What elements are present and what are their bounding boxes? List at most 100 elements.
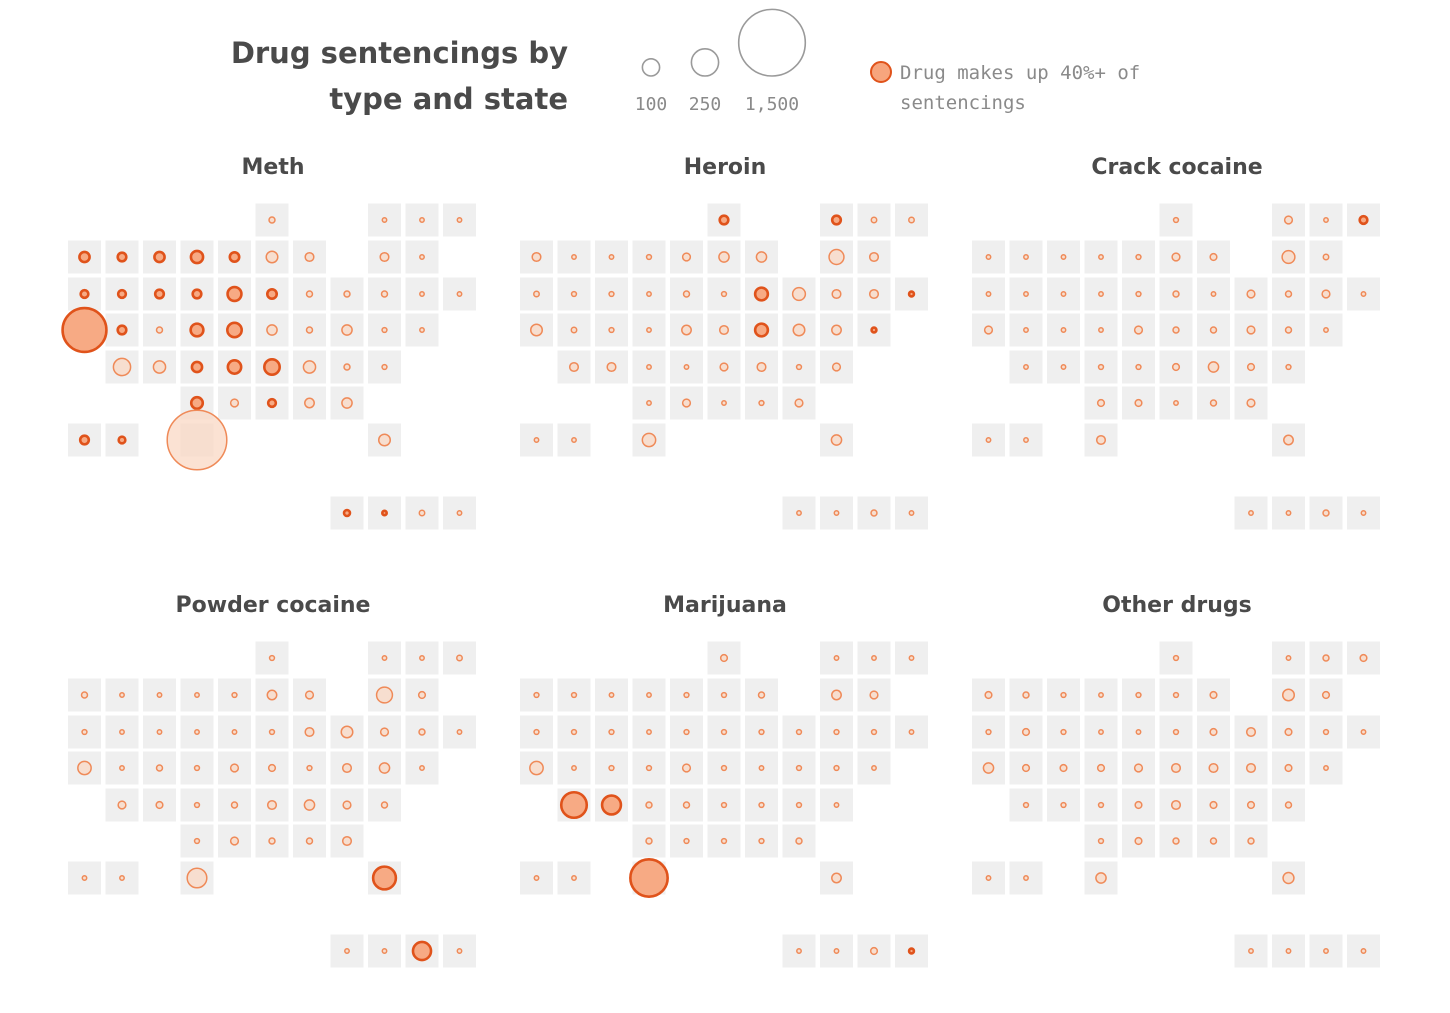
state-bubble [341, 324, 353, 336]
state-bubble [77, 760, 92, 776]
state-bubble [1284, 290, 1293, 298]
state-bubble [1323, 327, 1329, 333]
state-bubble [1135, 691, 1142, 699]
state-bubble [683, 837, 690, 845]
state-bubble [571, 765, 577, 771]
state-bubble [1359, 653, 1368, 663]
state-bubble [266, 324, 278, 336]
state-bubble [302, 360, 317, 374]
panel-powder-cocaine: Powder cocaine [68, 593, 488, 1013]
state-bubble [1246, 289, 1256, 299]
state-bubble [418, 728, 426, 736]
state-bubble [681, 324, 692, 336]
state-bubble [1246, 398, 1256, 408]
state-bubble [78, 250, 91, 264]
panel-crack-cocaine: Crack cocaine [972, 155, 1392, 575]
state-bubble [720, 801, 728, 809]
state-bubble [568, 361, 580, 373]
bubble-layer [982, 653, 1368, 954]
state-bubble [263, 358, 281, 376]
state-bubble [756, 361, 767, 373]
state-bubble [1134, 800, 1143, 810]
panel-grid [68, 641, 476, 968]
state-bubble [1022, 691, 1030, 699]
state-bubble [1245, 726, 1257, 738]
state-bubble [868, 251, 880, 263]
state-bubble [683, 364, 690, 370]
state-bubble [304, 690, 315, 700]
state-bubble [1023, 437, 1029, 443]
state-bubble [1021, 763, 1031, 773]
state-bubble [1097, 363, 1105, 371]
state-bubble [1172, 216, 1180, 224]
state-bubble [795, 363, 803, 371]
state-bubble [570, 326, 578, 334]
state-bubble [342, 508, 352, 518]
state-bubble [908, 655, 915, 661]
state-bubble [907, 290, 916, 298]
state-bubble [795, 801, 803, 809]
panel-title: Powder cocaine [175, 593, 371, 618]
state-bubble [1023, 875, 1029, 881]
state-bubble [833, 728, 840, 736]
panel-title: Marijuana [663, 593, 787, 618]
state-bubble [608, 326, 615, 334]
state-bubble [1171, 252, 1181, 262]
state-bubble [1285, 948, 1292, 954]
state-bubble [229, 398, 240, 408]
state-bubble [608, 764, 615, 772]
state-bubble [380, 290, 389, 298]
state-bubble [1209, 399, 1218, 407]
state-bubble [417, 690, 427, 700]
state-bubble [1023, 364, 1029, 370]
state-bubble [758, 399, 765, 407]
state-bubble [1097, 801, 1105, 809]
state-bubble [419, 217, 425, 223]
state-bubble [306, 764, 313, 772]
state-bubble [194, 692, 200, 698]
state-bubble [305, 837, 314, 845]
state-bubble [792, 323, 806, 337]
state-bubble [755, 251, 768, 263]
state-bubble [908, 510, 915, 516]
state-bubble [341, 835, 353, 847]
state-bubble [1284, 326, 1293, 334]
state-bubble [189, 395, 205, 411]
state-bubble [828, 248, 845, 266]
state-bubble [268, 654, 276, 662]
state-bubble [984, 690, 993, 700]
state-bubble [600, 794, 623, 816]
state-bubble [1360, 729, 1367, 735]
state-bubble [753, 322, 770, 338]
state-bubble [645, 764, 653, 772]
state-bubble [119, 765, 125, 771]
state-bubble [119, 875, 125, 881]
state-bubble [1171, 362, 1181, 372]
state-bubble [1172, 837, 1180, 845]
state-bubble [570, 290, 578, 298]
state-bubble [1095, 872, 1107, 884]
state-bubble [1360, 948, 1367, 954]
state-bubble [343, 290, 351, 298]
state-bubble [1208, 762, 1219, 774]
panel-heroin: Heroin [520, 155, 940, 575]
state-bubble [833, 948, 840, 954]
state-bubble [419, 765, 425, 771]
state-bubble [381, 655, 388, 661]
state-bubble [870, 216, 878, 224]
state-bubble [1135, 290, 1142, 298]
state-bubble [1135, 363, 1142, 371]
state-bubble [682, 290, 691, 298]
size-legend-label: 1,500 [745, 94, 799, 115]
state-bubble [1209, 727, 1218, 737]
state-bubble [570, 691, 578, 699]
state-bubble [1173, 400, 1179, 406]
state-bubble [61, 306, 108, 354]
state-bubble [1134, 836, 1143, 846]
state-bubble [1358, 214, 1369, 226]
state-bubble [228, 250, 241, 264]
state-bubble [641, 432, 657, 448]
state-bubble [342, 800, 352, 810]
state-bubble [1170, 799, 1182, 811]
state-bubble [265, 250, 279, 264]
